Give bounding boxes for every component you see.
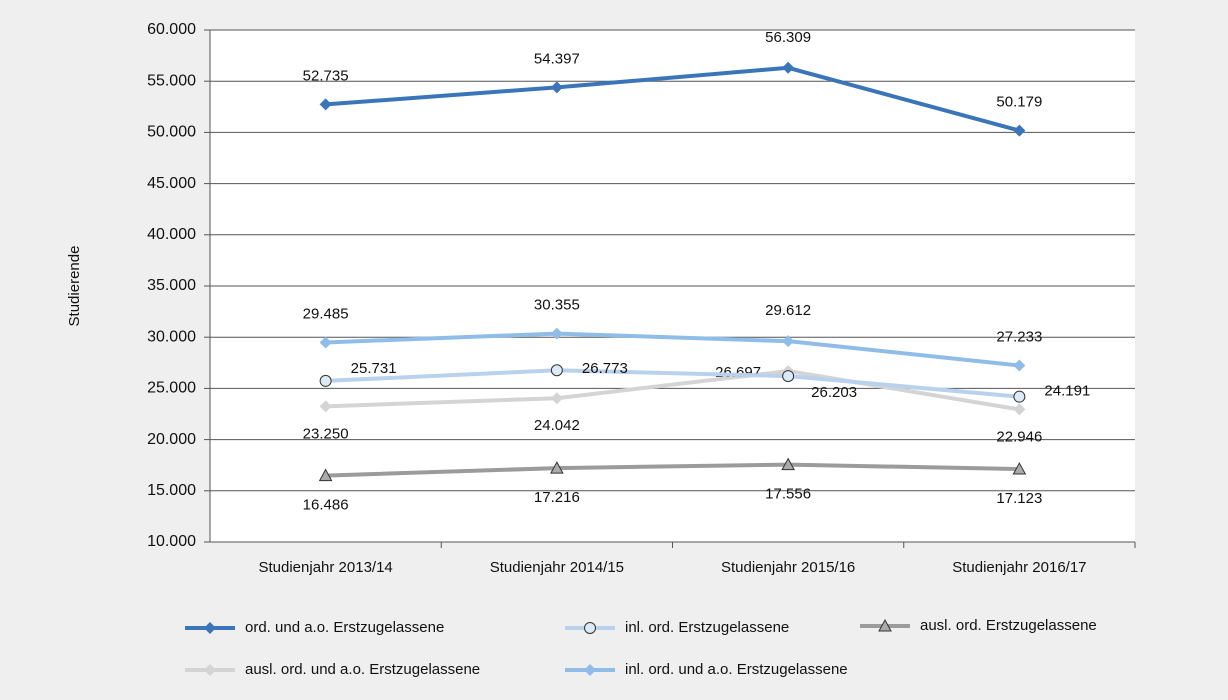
marker (782, 370, 795, 383)
data-label: 25.731 (351, 360, 397, 377)
data-label: 56.309 (765, 29, 811, 46)
marker (319, 336, 332, 349)
x-tick-label: Studienjahr 2014/15 (490, 559, 624, 576)
data-label: 17.556 (765, 486, 811, 503)
series-line (325, 462, 1020, 478)
y-tick-label: 45.000 (147, 175, 196, 192)
marker (319, 374, 332, 387)
series-line (325, 65, 1020, 133)
legend-label: inl. ord. und a.o. Erstzugelassene (625, 661, 848, 678)
marker (204, 664, 216, 676)
y-tick-label: 10.000 (147, 533, 196, 550)
y-tick-label: 15.000 (147, 482, 196, 499)
data-label: 22.946 (996, 428, 1042, 445)
legend-label: ausl. ord. und a.o. Erstzugelassene (245, 661, 480, 678)
marker (550, 392, 563, 405)
legend-label: ord. und a.o. Erstzugelassene (245, 619, 444, 636)
data-label: 24.042 (534, 417, 580, 434)
y-tick-label: 25.000 (147, 380, 196, 397)
marker (782, 335, 795, 348)
legend-label: inl. ord. Erstzugelassene (625, 619, 789, 636)
marker (204, 622, 216, 634)
marker (550, 364, 563, 377)
marker (318, 468, 333, 482)
x-tick-label: Studienjahr 2016/17 (952, 559, 1086, 576)
data-label: 23.250 (303, 425, 349, 442)
data-label: 50.179 (996, 94, 1042, 111)
x-tick-label: Studienjahr 2013/14 (258, 559, 392, 576)
y-tick-label: 60.000 (147, 21, 196, 38)
marker (584, 622, 596, 634)
y-tick-label: 40.000 (147, 226, 196, 243)
marker (1013, 359, 1026, 372)
data-label: 29.612 (765, 302, 811, 319)
x-tick-label: Studienjahr 2015/16 (721, 559, 855, 576)
marker (319, 400, 332, 413)
data-label: 26.203 (811, 384, 857, 401)
data-label: 52.735 (303, 67, 349, 84)
y-tick-label: 30.000 (147, 328, 196, 345)
marker (1013, 403, 1026, 416)
marker (584, 664, 596, 676)
marker (550, 327, 563, 340)
data-label: 54.397 (534, 50, 580, 67)
y-tick-label: 20.000 (147, 431, 196, 448)
data-label: 17.123 (996, 490, 1042, 507)
data-label: 26.773 (582, 360, 628, 377)
data-label: 30.355 (534, 297, 580, 314)
marker (550, 81, 563, 94)
series-line (325, 331, 1020, 368)
marker (319, 98, 332, 111)
data-label: 29.485 (303, 305, 349, 322)
legend-label: ausl. ord. Erstzugelassene (920, 617, 1097, 634)
y-tick-label: 35.000 (147, 277, 196, 294)
data-label: 27.233 (996, 329, 1042, 346)
marker (782, 61, 795, 74)
marker (781, 457, 795, 471)
series-line (325, 369, 1020, 412)
series-line (325, 368, 1020, 399)
data-label: 16.486 (303, 497, 349, 514)
marker (550, 461, 564, 474)
data-label: 17.216 (534, 489, 580, 506)
marker (1013, 390, 1026, 403)
marker (1012, 462, 1027, 475)
marker (878, 618, 892, 632)
data-label: 24.191 (1044, 383, 1090, 400)
y-axis-label: Studierende (66, 246, 83, 327)
marker (1013, 124, 1026, 137)
y-tick-label: 50.000 (147, 124, 196, 141)
y-tick-label: 55.000 (147, 72, 196, 89)
